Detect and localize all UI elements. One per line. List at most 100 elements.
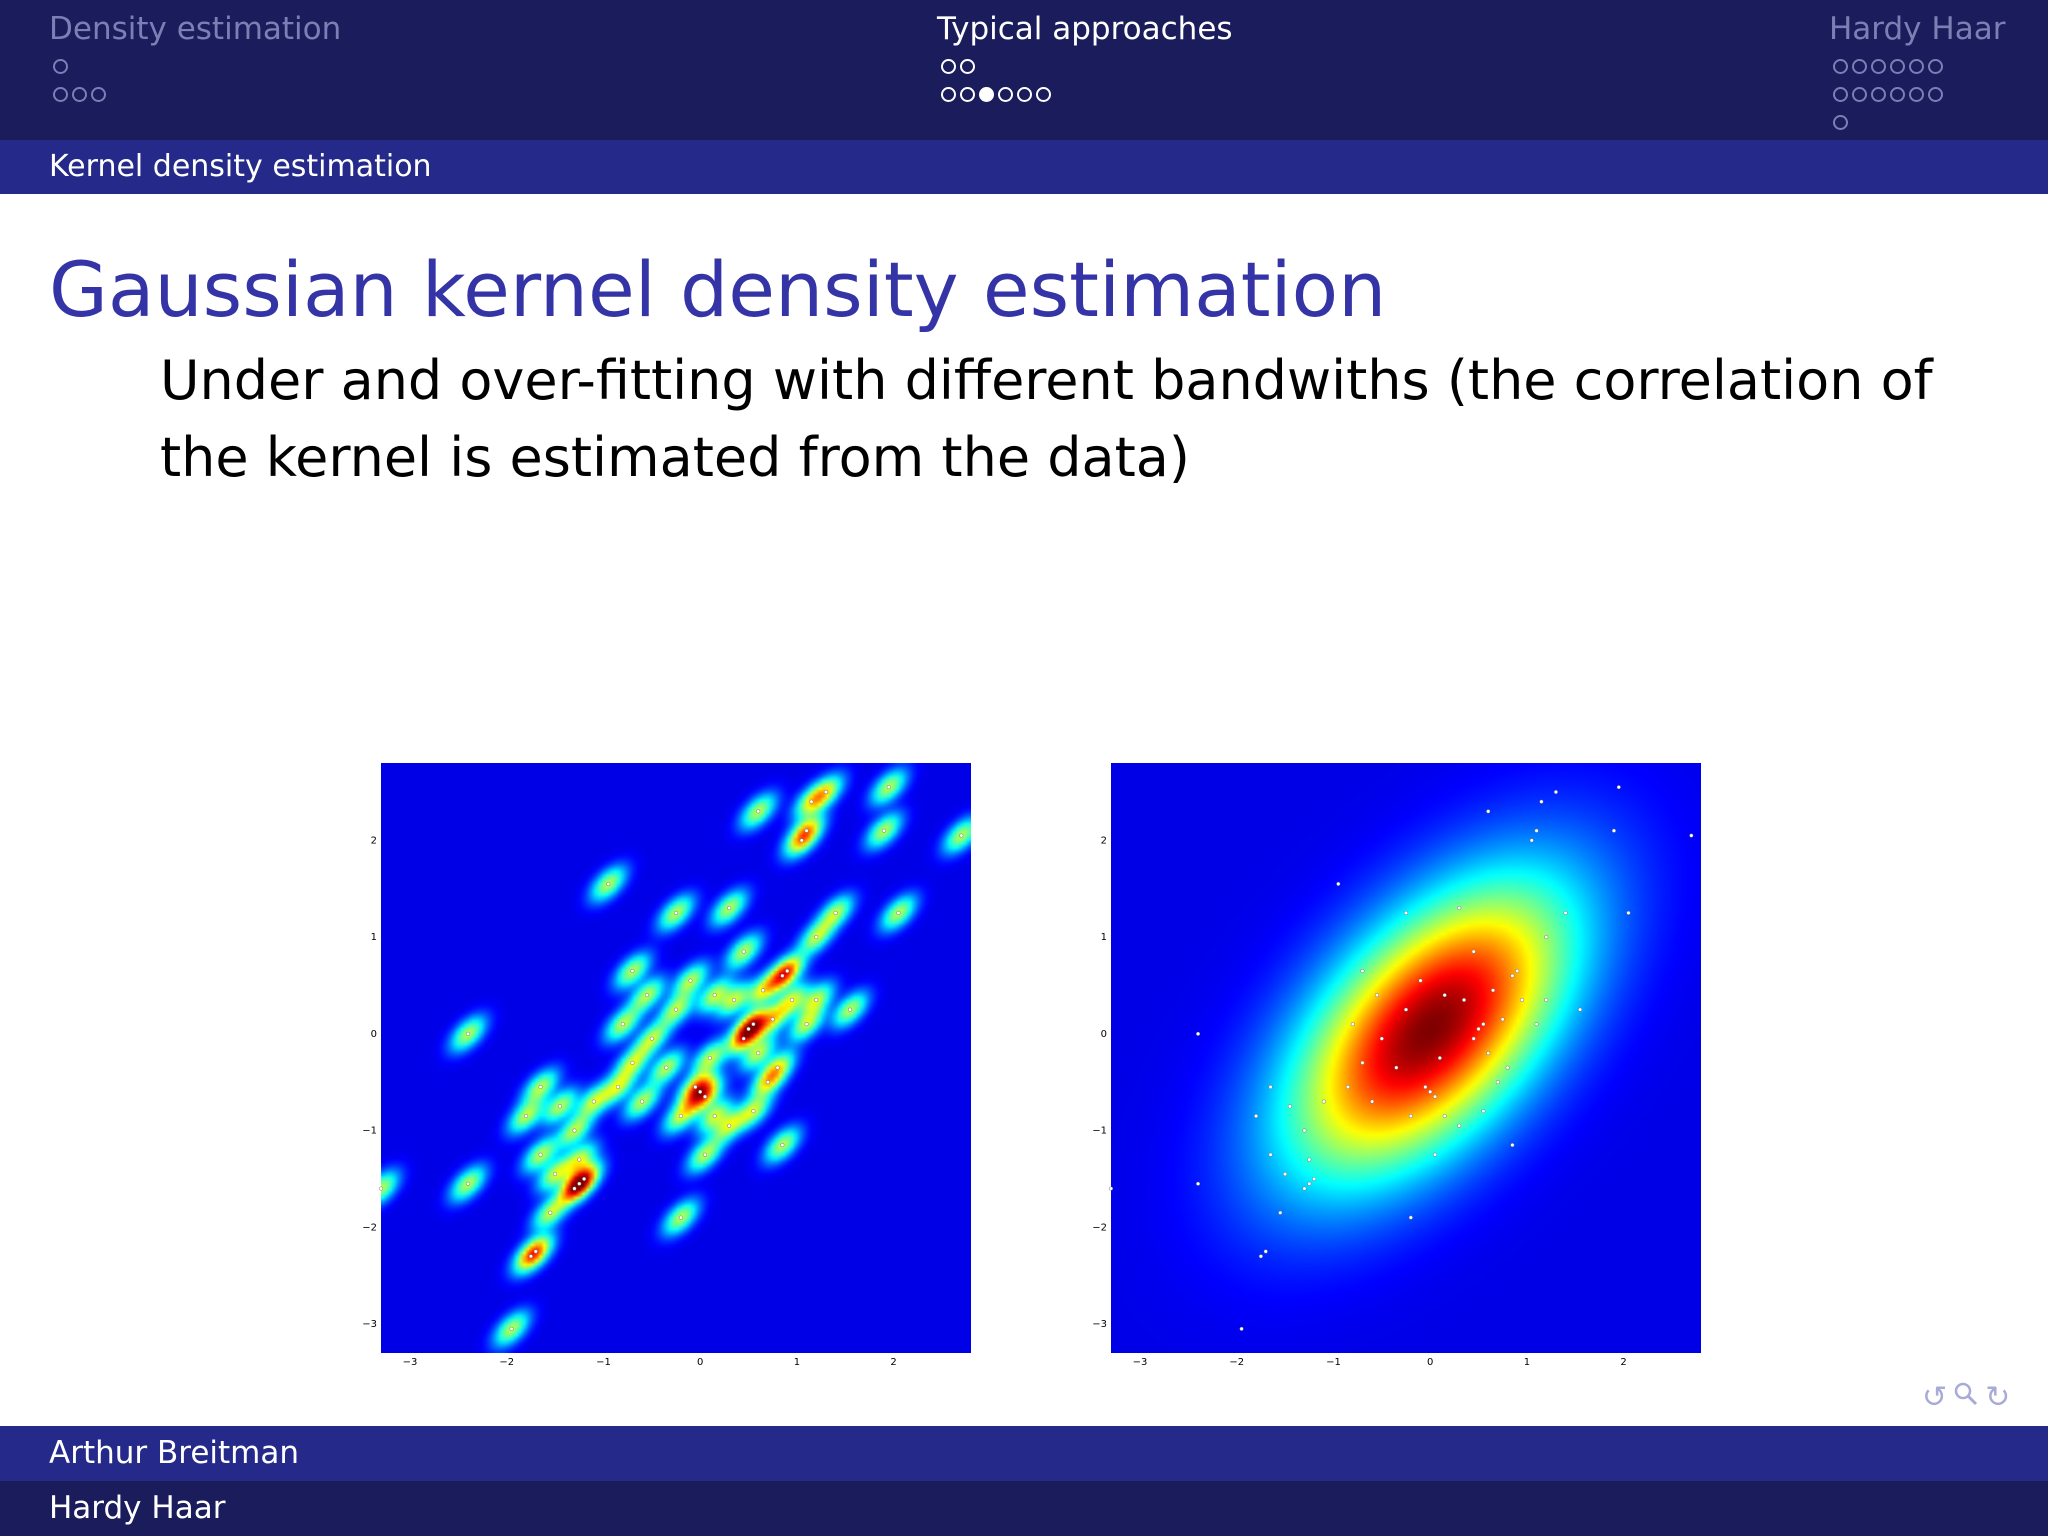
x-tick-label: 1 (1524, 1357, 1530, 1368)
sample-point (698, 1089, 703, 1094)
section-navigation-bar: Density estimation Typical approaches Ha… (0, 0, 2048, 140)
sample-point (466, 1181, 471, 1186)
sample-point (1433, 1152, 1438, 1157)
sample-point (577, 1157, 582, 1162)
sample-point (799, 838, 804, 843)
sample-point (712, 993, 717, 998)
kde-plot-narrow-svg: −3 −3 −2 −2 −1 −1 0 0 1 1 2 2 (362, 763, 971, 1368)
x-tick-label: −3 (1133, 1357, 1148, 1368)
nav-dot[interactable] (72, 86, 87, 102)
nav-dot[interactable] (1036, 86, 1051, 102)
nav-dot[interactable] (1833, 86, 1848, 102)
sample-point (1563, 910, 1568, 915)
sample-point (630, 968, 635, 973)
kde-plot-wide-bandwidth: −3 −3 −2 −2 −1 −1 0 0 1 1 2 2 (1088, 745, 1708, 1385)
sample-point (1254, 1114, 1259, 1119)
nav-dot[interactable] (1833, 114, 1848, 130)
sample-point (1553, 790, 1558, 795)
nav-dot[interactable] (1871, 86, 1886, 102)
sample-point (1302, 1186, 1307, 1191)
nav-section-hardy-haar[interactable]: Hardy Haar (1829, 0, 2006, 130)
nav-dot[interactable] (960, 86, 975, 102)
sample-point (548, 1210, 553, 1215)
sample-point (703, 1094, 708, 1099)
sample-point (1433, 1094, 1438, 1099)
nav-dot[interactable] (1890, 86, 1905, 102)
sample-point (1481, 1109, 1486, 1114)
sample-point (538, 1085, 543, 1090)
nav-section-density-estimation[interactable]: Density estimation (49, 0, 342, 102)
sample-point (707, 1056, 712, 1061)
sample-point (553, 1172, 558, 1177)
nav-dot[interactable] (53, 58, 68, 74)
sample-point (1307, 1157, 1312, 1162)
sample-point (959, 833, 964, 838)
sample-point (1520, 997, 1525, 1002)
sample-point (751, 1109, 756, 1114)
sample-point (1534, 1022, 1539, 1027)
sample-point (1408, 1215, 1413, 1220)
sample-point (1626, 910, 1631, 915)
nav-dot-row (1833, 80, 1943, 108)
sample-point (1689, 833, 1694, 838)
beamer-navigation-symbols: ↺ ↻ (1922, 1380, 2032, 1416)
sample-point (741, 1036, 746, 1041)
nav-section-title[interactable]: Hardy Haar (1829, 11, 2006, 47)
nav-dot[interactable] (1928, 58, 1943, 74)
nav-dot[interactable] (1852, 86, 1867, 102)
nav-dot[interactable] (91, 86, 106, 102)
sample-point (688, 978, 693, 983)
sample-point (785, 968, 790, 973)
nav-dot[interactable] (1909, 58, 1924, 74)
sample-point (1471, 1036, 1476, 1041)
undo-arc-icon[interactable]: ↺ (1922, 1380, 1948, 1415)
x-tick-label: −1 (596, 1357, 611, 1368)
sample-point (693, 1085, 698, 1090)
sample-point (557, 1104, 562, 1109)
density-heatmap (1111, 763, 1701, 1353)
nav-dot-row (1833, 108, 1943, 136)
nav-dot-current[interactable] (979, 86, 994, 102)
nav-section-title[interactable]: Density estimation (49, 11, 342, 47)
nav-dot[interactable] (941, 58, 956, 74)
nav-dot[interactable] (1017, 86, 1032, 102)
sample-point (814, 997, 819, 1002)
nav-dot[interactable] (1871, 58, 1886, 74)
footer-author: Arthur Breitman (49, 1435, 300, 1471)
sample-point (1510, 973, 1515, 978)
nav-dot[interactable] (1909, 86, 1924, 102)
sample-point (1239, 1326, 1244, 1331)
sample-point (1196, 1181, 1201, 1186)
sample-point (780, 1143, 785, 1148)
x-tick-label: −2 (499, 1357, 514, 1368)
sample-point (1462, 997, 1467, 1002)
nav-dot[interactable] (1928, 86, 1943, 102)
nav-section-typical-approaches[interactable]: Typical approaches (937, 0, 1233, 102)
nav-dot[interactable] (53, 86, 68, 102)
footer-institute: Hardy Haar (49, 1490, 226, 1526)
nav-dot[interactable] (998, 86, 1013, 102)
sample-point (615, 1085, 620, 1090)
sample-point (886, 785, 891, 790)
nav-frame-dots (53, 52, 106, 108)
nav-dot[interactable] (960, 58, 975, 74)
nav-dot[interactable] (1833, 58, 1848, 74)
nav-dot[interactable] (941, 86, 956, 102)
nav-dot[interactable] (1890, 58, 1905, 74)
sample-point (606, 881, 611, 886)
sample-point (809, 799, 814, 804)
sample-point (756, 1051, 761, 1056)
nav-section-title[interactable]: Typical approaches (937, 11, 1233, 47)
sample-point (1404, 910, 1409, 915)
sample-point (1394, 1065, 1399, 1070)
subsection-title[interactable]: Kernel density estimation (49, 149, 432, 184)
sample-point (703, 1152, 708, 1157)
nav-dot[interactable] (1852, 58, 1867, 74)
sample-point (1345, 1085, 1350, 1090)
sample-point (751, 1022, 756, 1027)
nav-frame-dots (941, 52, 1051, 108)
x-tick-label: 0 (1427, 1357, 1433, 1368)
redo-arc-icon[interactable]: ↻ (1985, 1380, 2011, 1415)
sample-point (1360, 1060, 1365, 1065)
search-icon[interactable] (1953, 1380, 1979, 1416)
